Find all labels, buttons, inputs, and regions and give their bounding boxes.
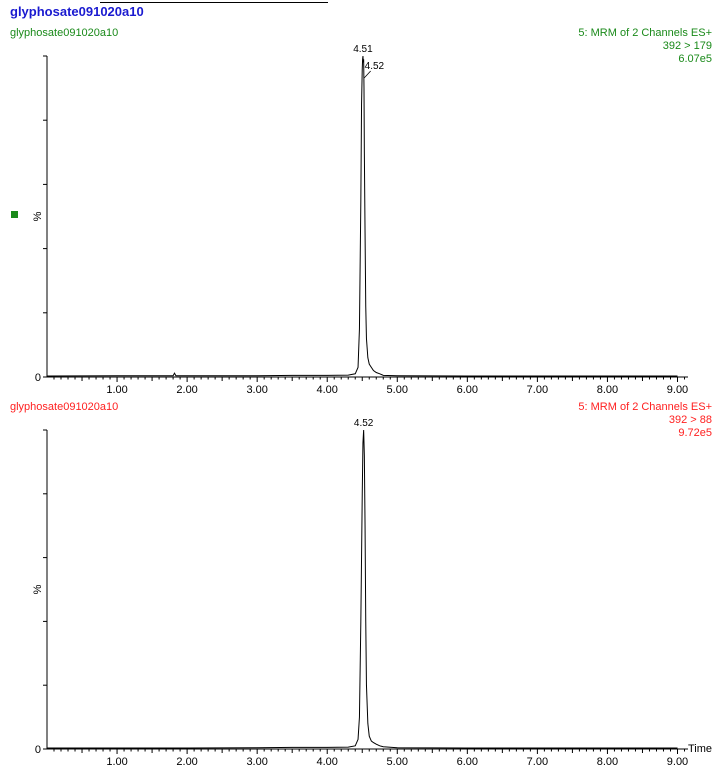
trace1-sample-name: glyphosate091020a10 <box>10 27 118 39</box>
channel-color-marker <box>11 211 18 218</box>
trace2-x-tick-label: 8.00 <box>597 756 618 768</box>
trace2-sample-name: glyphosate091020a10 <box>10 401 118 413</box>
trace2-channel-label: 5: MRM of 2 Channels ES+ <box>578 401 712 413</box>
trace1-x-tick-label: 8.00 <box>597 384 618 396</box>
trace1-x-tick-label: 7.00 <box>527 384 548 396</box>
trace1-intensity: 6.07e5 <box>678 53 712 65</box>
header-rule <box>100 2 328 3</box>
trace2-x-tick-label: 5.00 <box>387 756 408 768</box>
trace2-peak-label: 4.52 <box>354 418 374 429</box>
x-axis-title: Time <box>688 743 712 755</box>
trace2-y-zero-label: 0 <box>35 744 41 756</box>
trace1-x-tick-label: 1.00 <box>106 384 127 396</box>
trace1-y-zero-label: 0 <box>35 372 41 384</box>
trace2-trace-line <box>47 429 678 749</box>
trace2-transition: 392 > 88 <box>669 414 712 426</box>
trace2-x-tick-label: 4.00 <box>317 756 338 768</box>
trace1-peak-label: 4.51 <box>353 44 373 55</box>
trace1-x-tick-label: 9.00 <box>667 384 688 396</box>
trace1-y-label: % <box>32 211 44 221</box>
trace2-x-tick-label: 9.00 <box>667 756 688 768</box>
sample-title: glyphosate091020a10 <box>10 4 144 19</box>
trace2-x-tick-label: 1.00 <box>106 756 127 768</box>
trace1-trace-line <box>46 55 678 377</box>
trace2-y-label: % <box>32 584 44 594</box>
trace1-peak-label: 4.52 <box>365 61 385 72</box>
trace1-x-tick-label: 5.00 <box>387 384 408 396</box>
trace1-channel-label: 5: MRM of 2 Channels ES+ <box>578 27 712 39</box>
trace2-x-tick-label: 6.00 <box>457 756 478 768</box>
trace2-x-tick-label: 7.00 <box>527 756 548 768</box>
trace1-x-tick-label: 2.00 <box>176 384 197 396</box>
trace2-intensity: 9.72e5 <box>678 427 712 439</box>
trace2-x-tick-label: 2.00 <box>176 756 197 768</box>
trace1-x-tick-label: 6.00 <box>457 384 478 396</box>
trace1-peak-leader <box>363 70 371 79</box>
trace1-x-tick-label: 3.00 <box>246 384 267 396</box>
trace1-x-tick-label: 4.00 <box>317 384 338 396</box>
trace1-transition: 392 > 179 <box>663 40 712 52</box>
trace2-x-tick-label: 3.00 <box>246 756 267 768</box>
